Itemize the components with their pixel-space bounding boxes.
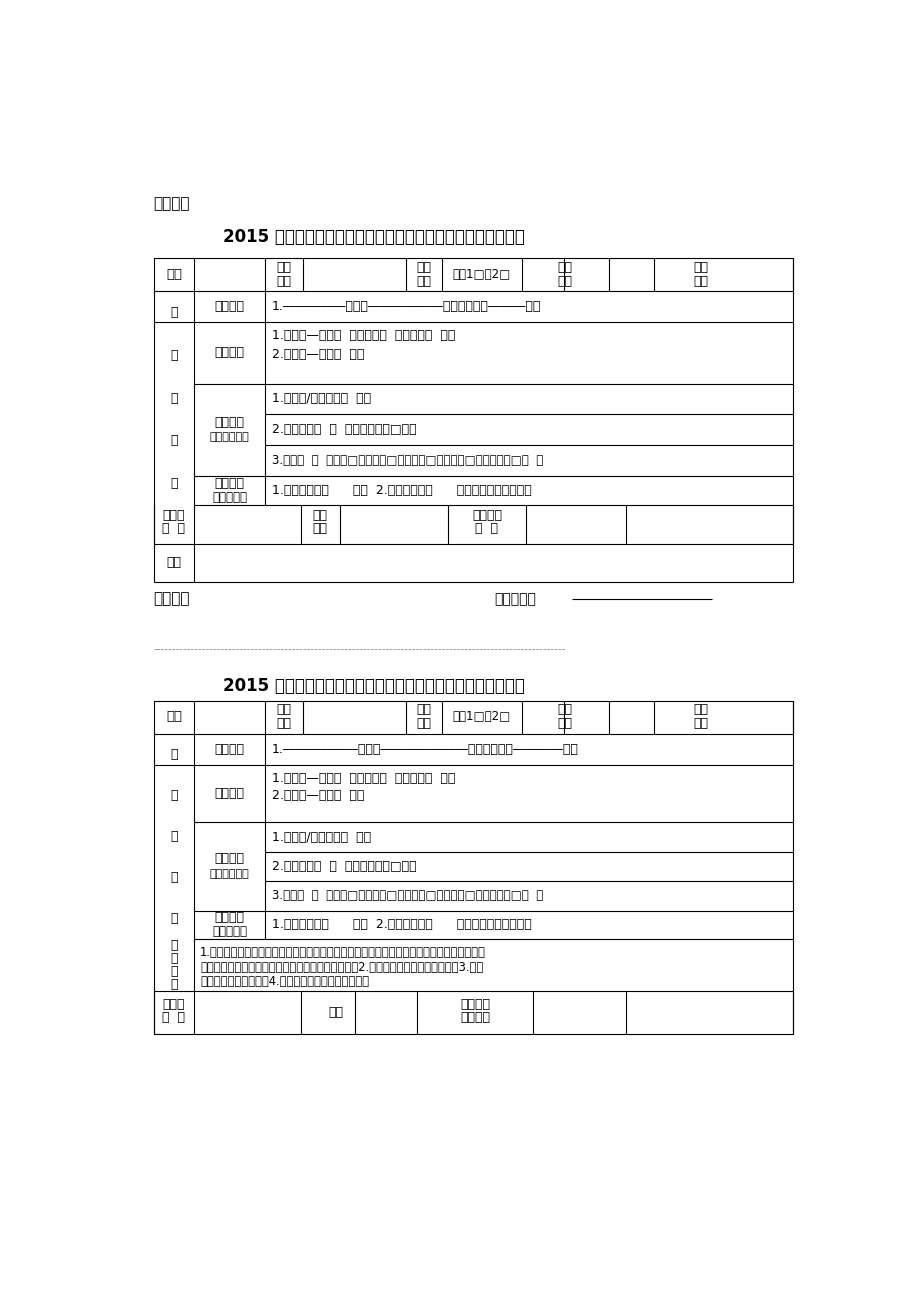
Text: 提: 提 xyxy=(170,788,177,801)
Text: 学校: 学校 xyxy=(276,718,291,731)
Text: 馨: 馨 xyxy=(170,951,177,964)
Text: 签名: 签名 xyxy=(312,521,327,534)
Text: （只审一项）: （只审一项） xyxy=(210,433,249,443)
Text: 料: 料 xyxy=(170,477,177,490)
Text: 验证人: 验证人 xyxy=(163,998,185,1011)
Text: 学校: 学校 xyxy=(276,275,291,288)
Text: 3.其它（  ）  《祖屋□、军产房□、集资房□、自建房□、集体宿舍□》  。: 3.其它（ ） 《祖屋□、军产房□、集资房□、自建房□、集体宿舍□》 。 xyxy=(271,889,542,902)
Text: 示: 示 xyxy=(170,979,177,992)
Text: 签  名: 签 名 xyxy=(163,521,186,534)
Text: 类型: 类型 xyxy=(415,718,430,731)
Text: 材: 材 xyxy=(170,434,177,447)
Text: 业生自行选择到民办学校就读，并享受政府学位补赂2.积分以各职能部门审核为准；3.保证: 业生自行选择到民办学校就读，并享受政府学位补赂2.积分以各职能部门审核为准；3.… xyxy=(200,962,483,975)
Text: 姓名: 姓名 xyxy=(165,267,182,280)
Text: 1.按照学校招生计划、学位类型及积分排序依次录取，录满为止，其余符合就读条件的小六毕: 1.按照学校招生计划、学位类型及积分排序依次录取，录满为止，其余符合就读条件的小… xyxy=(200,946,485,959)
Text: 编号: 编号 xyxy=(693,275,708,288)
Text: 1.――――――办事处―――――――小学，六年级――――班。: 1.――――――办事处―――――――小学，六年级――――班。 xyxy=(271,743,578,756)
Text: 户籍材料: 户籍材料 xyxy=(214,347,244,360)
Text: 类型: 类型 xyxy=(415,275,430,288)
Text: 申请: 申请 xyxy=(276,261,291,274)
Text: 类型1□类2□: 类型1□类2□ xyxy=(452,267,510,280)
Text: 1.房产证/购房合同（  ）；: 1.房产证/购房合同（ ）； xyxy=(271,392,370,405)
Text: 1.独生子女证（      ）；  2.水电费单等（      ）《其它房产提供》。: 1.独生子女证（ ）； 2.水电费单等（ ）《其它房产提供》。 xyxy=(271,919,531,932)
Text: 申请: 申请 xyxy=(276,704,291,717)
Text: --------------------------------------------------------------------------------: ----------------------------------------… xyxy=(153,644,565,654)
Text: 电  话: 电 话 xyxy=(475,521,498,534)
Text: 料: 料 xyxy=(170,912,177,925)
Text: 3.其它（  ）  《祖屋□、军产房□、集资房□、自建房□、集体宿舍□》  。: 3.其它（ ） 《祖屋□、军产房□、集资房□、自建房□、集体宿舍□》 。 xyxy=(271,453,542,466)
Text: 初定: 初定 xyxy=(557,261,573,274)
Text: 学校存根: 学校存根 xyxy=(153,592,190,607)
Text: 签  名: 签 名 xyxy=(163,1011,186,1024)
Text: 类型1□类2□: 类型1□类2□ xyxy=(452,710,510,723)
Text: 1.房产证/购房合同（  ）；: 1.房产证/购房合同（ ）； xyxy=(271,830,370,843)
Text: 2.出生证—儿童（  ）。: 2.出生证—儿童（ ）。 xyxy=(271,788,364,801)
Text: 验证单位: 验证单位 xyxy=(460,998,490,1011)
Text: 交: 交 xyxy=(170,830,177,843)
Text: 提: 提 xyxy=(170,966,177,979)
Text: 1.户口本—父亲（  ）；母亲（  ）；儿童（  ）；: 1.户口本—父亲（ ）；母亲（ ）；儿童（ ）； xyxy=(271,771,454,784)
Text: 其它材料: 其它材料 xyxy=(214,477,244,490)
Text: 交: 交 xyxy=(170,392,177,405)
Text: （公章）: （公章） xyxy=(460,1011,490,1024)
Text: 其它材料: 其它材料 xyxy=(214,911,244,924)
Text: 咋询: 咋询 xyxy=(328,1006,343,1019)
Text: （只审一项）: （只审一项） xyxy=(210,869,249,880)
Text: 编号: 编号 xyxy=(693,718,708,731)
Text: 1.―――――办事处――――――小学，六年级―――班。: 1.―――――办事处――――――小学，六年级―――班。 xyxy=(271,300,540,313)
Text: 学位: 学位 xyxy=(415,704,430,717)
Text: 2.租赁合同（  ）  《住宅或商住□》；: 2.租赁合同（ ） 《住宅或商住□》； xyxy=(271,423,415,437)
Text: 材料: 材料 xyxy=(693,261,708,274)
Text: 提: 提 xyxy=(170,349,177,362)
Text: 学位: 学位 xyxy=(415,261,430,274)
Text: 提交的材料真实有效；4.对提交的材料认定没有异议。: 提交的材料真实有效；4.对提交的材料认定没有异议。 xyxy=(200,976,369,988)
Text: 积分: 积分 xyxy=(557,275,573,288)
Text: 小学学籍: 小学学籍 xyxy=(214,300,244,313)
Text: 网审签名：: 网审签名： xyxy=(494,592,536,606)
Bar xyxy=(153,701,792,734)
Text: 户籍材料: 户籍材料 xyxy=(214,787,244,800)
Text: 1.户口本—父亲（  ）；母亲（  ）；儿童（  ）；: 1.户口本—父亲（ ）；母亲（ ）；儿童（ ）； xyxy=(271,330,454,343)
Text: 温: 温 xyxy=(170,938,177,951)
Text: 家长: 家长 xyxy=(312,509,327,523)
Text: 1.独生子女证（      ）；  2.水电费单等（      ）《其它房产提供》。: 1.独生子女证（ ）； 2.水电费单等（ ）《其它房产提供》。 xyxy=(271,483,531,496)
Text: 2015 年龙华新区公办初一学位预申请资料初审确认表（深户）: 2015 年龙华新区公办初一学位预申请资料初审确认表（深户） xyxy=(223,678,525,694)
Text: 积分: 积分 xyxy=(557,718,573,731)
Text: 材料: 材料 xyxy=(693,704,708,717)
Text: 家长联系: 家长联系 xyxy=(471,509,502,523)
Text: 材: 材 xyxy=(170,870,177,883)
Text: 2.出生证—儿童（  ）。: 2.出生证—儿童（ ）。 xyxy=(271,348,364,361)
Text: 2.租赁合同（  ）  《住宅或商住□》；: 2.租赁合同（ ） 《住宅或商住□》； xyxy=(271,860,415,873)
Text: 小学学籍: 小学学籍 xyxy=(214,743,244,756)
Text: 需: 需 xyxy=(170,748,177,761)
Text: 需: 需 xyxy=(170,306,177,319)
Text: 住房材料: 住房材料 xyxy=(214,416,244,429)
Text: 家长存根: 家长存根 xyxy=(153,197,190,211)
Text: 初定: 初定 xyxy=(557,704,573,717)
Text: （辅助性）: （辅助性） xyxy=(212,925,247,938)
Text: 2015 年龙华新区公办初一学位预申请资料初审确认表（深户）: 2015 年龙华新区公办初一学位预申请资料初审确认表（深户） xyxy=(223,228,525,246)
Text: 住房材料: 住房材料 xyxy=(214,852,244,865)
Text: （辅助性）: （辅助性） xyxy=(212,491,247,504)
Text: 备注: 备注 xyxy=(166,556,181,569)
Text: 验证人: 验证人 xyxy=(163,509,185,523)
Bar xyxy=(153,258,792,291)
Text: 姓名: 姓名 xyxy=(165,710,182,723)
